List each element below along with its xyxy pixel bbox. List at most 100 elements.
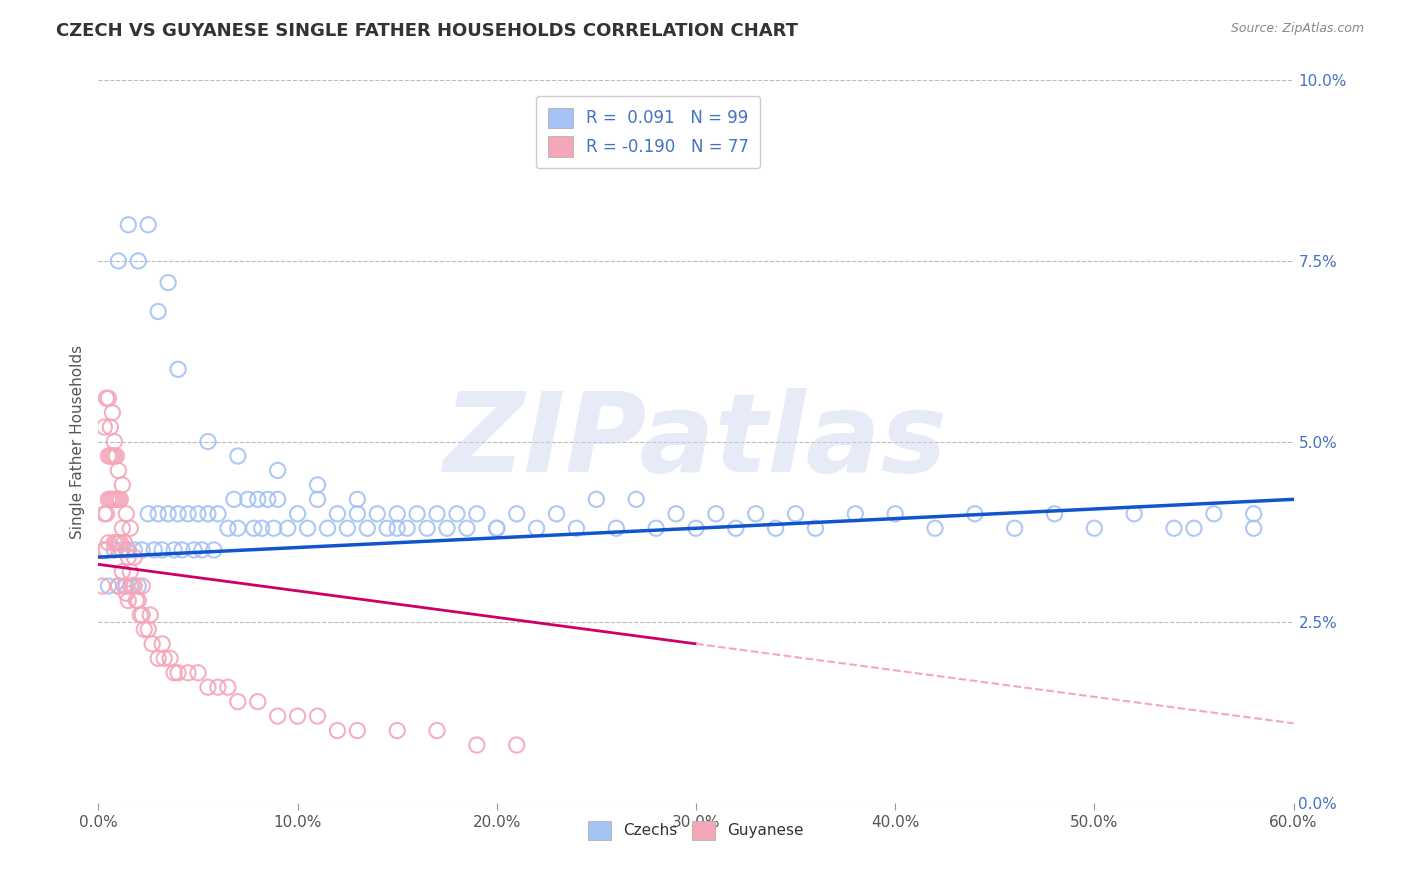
Point <box>426 723 449 738</box>
Point <box>177 507 200 521</box>
Point <box>665 507 688 521</box>
Point <box>111 478 134 492</box>
Point <box>117 218 139 232</box>
Point <box>96 542 118 557</box>
Point <box>139 607 162 622</box>
Point <box>197 507 219 521</box>
Point <box>107 492 129 507</box>
Point <box>120 521 142 535</box>
Point <box>1004 521 1026 535</box>
Point <box>326 507 349 521</box>
Point <box>127 254 149 268</box>
Point <box>246 492 269 507</box>
Text: Source: ZipAtlas.com: Source: ZipAtlas.com <box>1230 22 1364 36</box>
Point <box>127 593 149 607</box>
Point <box>93 507 115 521</box>
Point <box>117 550 139 565</box>
Point <box>250 521 273 535</box>
Point <box>277 521 299 535</box>
Point <box>167 362 190 376</box>
Point <box>115 586 138 600</box>
Point <box>526 521 548 535</box>
Point <box>163 542 186 557</box>
Point <box>297 521 319 535</box>
Point <box>963 507 986 521</box>
Point <box>307 709 329 723</box>
Point <box>167 507 190 521</box>
Point <box>148 651 170 665</box>
Text: ZIPatlas: ZIPatlas <box>444 388 948 495</box>
Point <box>111 542 134 557</box>
Point <box>97 535 120 549</box>
Point <box>436 521 458 535</box>
Point <box>406 507 429 521</box>
Point <box>105 535 128 549</box>
Point <box>346 492 368 507</box>
Point <box>1083 521 1105 535</box>
Point <box>107 579 129 593</box>
Point <box>183 542 205 557</box>
Point <box>585 492 607 507</box>
Point <box>546 507 568 521</box>
Point <box>1123 507 1146 521</box>
Point <box>107 579 129 593</box>
Point <box>226 695 249 709</box>
Point <box>131 579 153 593</box>
Point <box>724 521 747 535</box>
Point <box>91 579 114 593</box>
Point <box>125 593 148 607</box>
Point <box>103 434 125 449</box>
Point <box>356 521 378 535</box>
Point <box>141 637 163 651</box>
Point <box>127 579 149 593</box>
Point <box>197 680 219 694</box>
Point <box>844 507 866 521</box>
Point <box>107 535 129 549</box>
Point <box>884 507 907 521</box>
Point <box>187 507 209 521</box>
Point <box>131 542 153 557</box>
Point <box>172 542 194 557</box>
Point <box>243 521 266 535</box>
Point <box>101 492 124 507</box>
Point <box>136 623 159 637</box>
Point <box>346 723 368 738</box>
Point <box>626 492 648 507</box>
Point <box>226 521 249 535</box>
Point <box>157 507 180 521</box>
Point <box>202 542 225 557</box>
Legend: Czechs, Guyanese: Czechs, Guyanese <box>582 815 810 846</box>
Point <box>117 542 139 557</box>
Point <box>148 304 170 318</box>
Point <box>246 695 269 709</box>
Point <box>103 449 125 463</box>
Point <box>207 680 229 694</box>
Point <box>506 738 529 752</box>
Point <box>98 449 122 463</box>
Point <box>326 723 349 738</box>
Point <box>197 434 219 449</box>
Point <box>456 521 478 535</box>
Point <box>177 665 200 680</box>
Point <box>101 449 124 463</box>
Point <box>565 521 588 535</box>
Point <box>346 507 368 521</box>
Point <box>375 521 398 535</box>
Point <box>366 507 388 521</box>
Point <box>336 521 359 535</box>
Point <box>143 542 166 557</box>
Point <box>136 218 159 232</box>
Point <box>115 579 138 593</box>
Point <box>103 535 125 549</box>
Point <box>236 492 259 507</box>
Point <box>115 507 138 521</box>
Point <box>287 709 309 723</box>
Point <box>120 565 142 579</box>
Point <box>148 507 170 521</box>
Point <box>446 507 468 521</box>
Point <box>110 535 132 549</box>
Point <box>685 521 707 535</box>
Point <box>745 507 768 521</box>
Point <box>263 521 285 535</box>
Point <box>105 492 128 507</box>
